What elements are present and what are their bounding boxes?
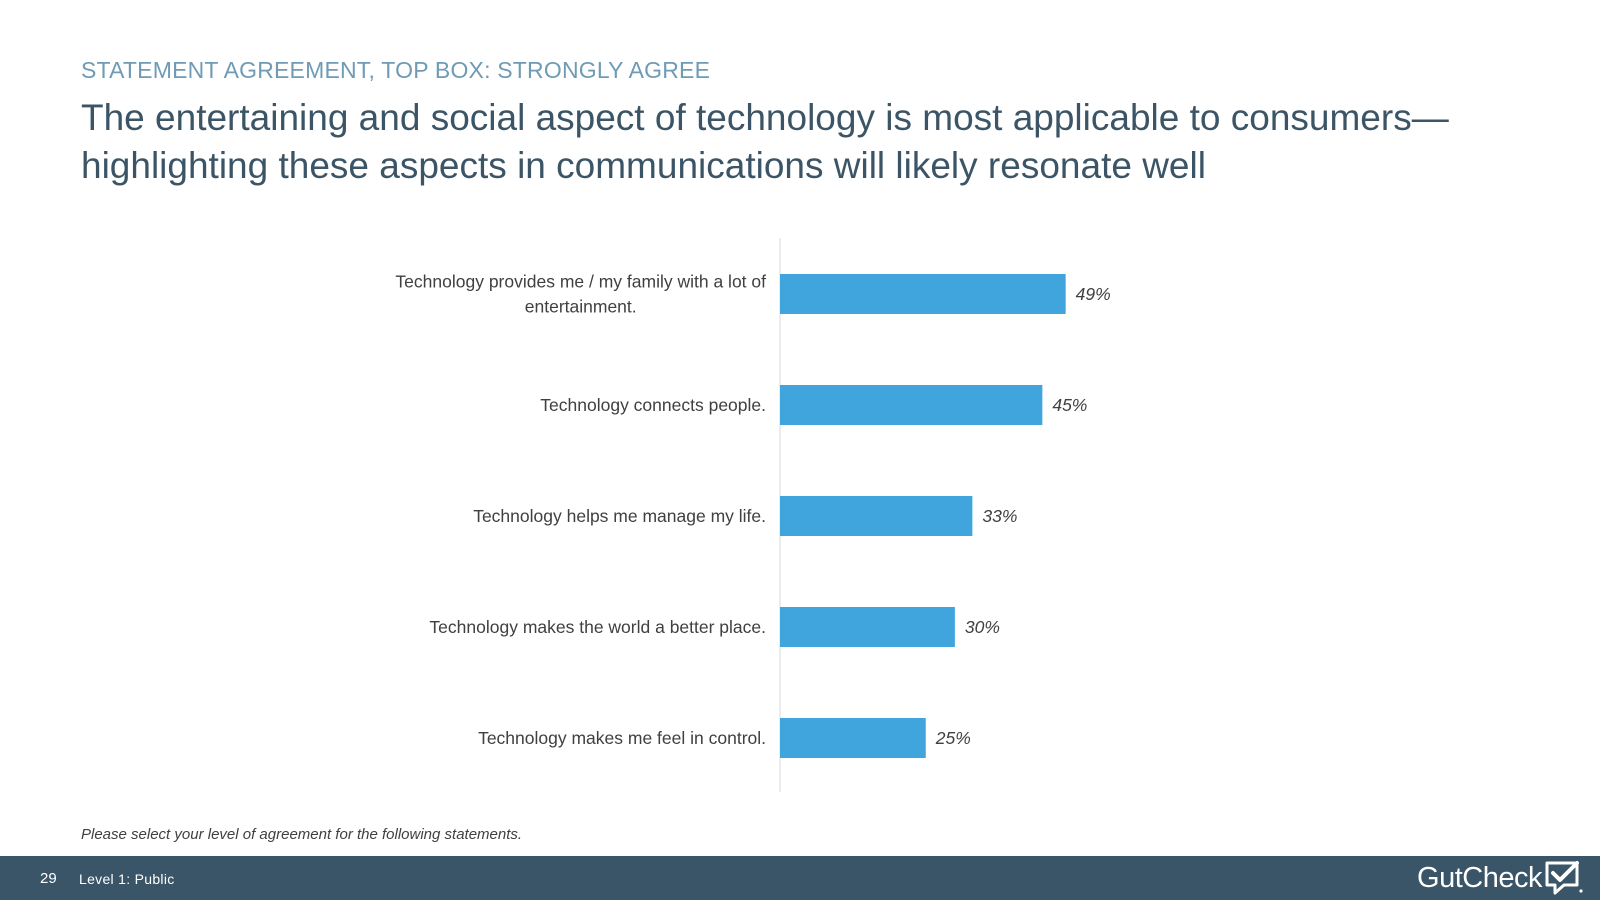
- category-label-3: Technology makes the world a better plac…: [429, 617, 766, 637]
- bar-4: [780, 718, 926, 758]
- speech-check-icon: [1545, 861, 1583, 895]
- logo-text: GutCheck: [1417, 861, 1542, 894]
- slide-kicker: STATEMENT AGREEMENT, TOP BOX: STRONGLY A…: [81, 57, 711, 83]
- gutcheck-logo: GutCheck: [1417, 860, 1584, 896]
- category-label-2: Technology helps me manage my life.: [473, 506, 766, 526]
- bar-1: [780, 385, 1043, 425]
- classification-label: Level 1: Public: [79, 871, 175, 887]
- category-label-0-line-1: entertainment.: [525, 297, 637, 317]
- bar-3: [780, 607, 955, 647]
- category-label-1: Technology connects people.: [540, 395, 766, 415]
- footer-bar: 29 Level 1: Public GutCheck: [0, 856, 1600, 900]
- category-label-0: Technology provides me / my family with …: [395, 272, 766, 317]
- value-label-0: 49%: [1076, 284, 1111, 304]
- value-label-1: 45%: [1052, 395, 1087, 415]
- question-footnote: Please select your level of agreement fo…: [81, 826, 523, 843]
- bar-0: [780, 274, 1066, 314]
- value-label-4: 25%: [935, 728, 971, 748]
- page-number: 29: [40, 870, 57, 887]
- category-label-0-line-0: Technology provides me / my family with …: [395, 272, 766, 292]
- bar-2: [780, 496, 973, 536]
- category-label-4: Technology makes me feel in control.: [478, 728, 766, 748]
- slide-headline: The entertaining and social aspect of te…: [81, 97, 1449, 186]
- value-label-2: 33%: [982, 506, 1017, 526]
- value-label-3: 30%: [965, 617, 1000, 637]
- bars-layer: 49% Technology provides me / my family wi…: [395, 272, 1111, 758]
